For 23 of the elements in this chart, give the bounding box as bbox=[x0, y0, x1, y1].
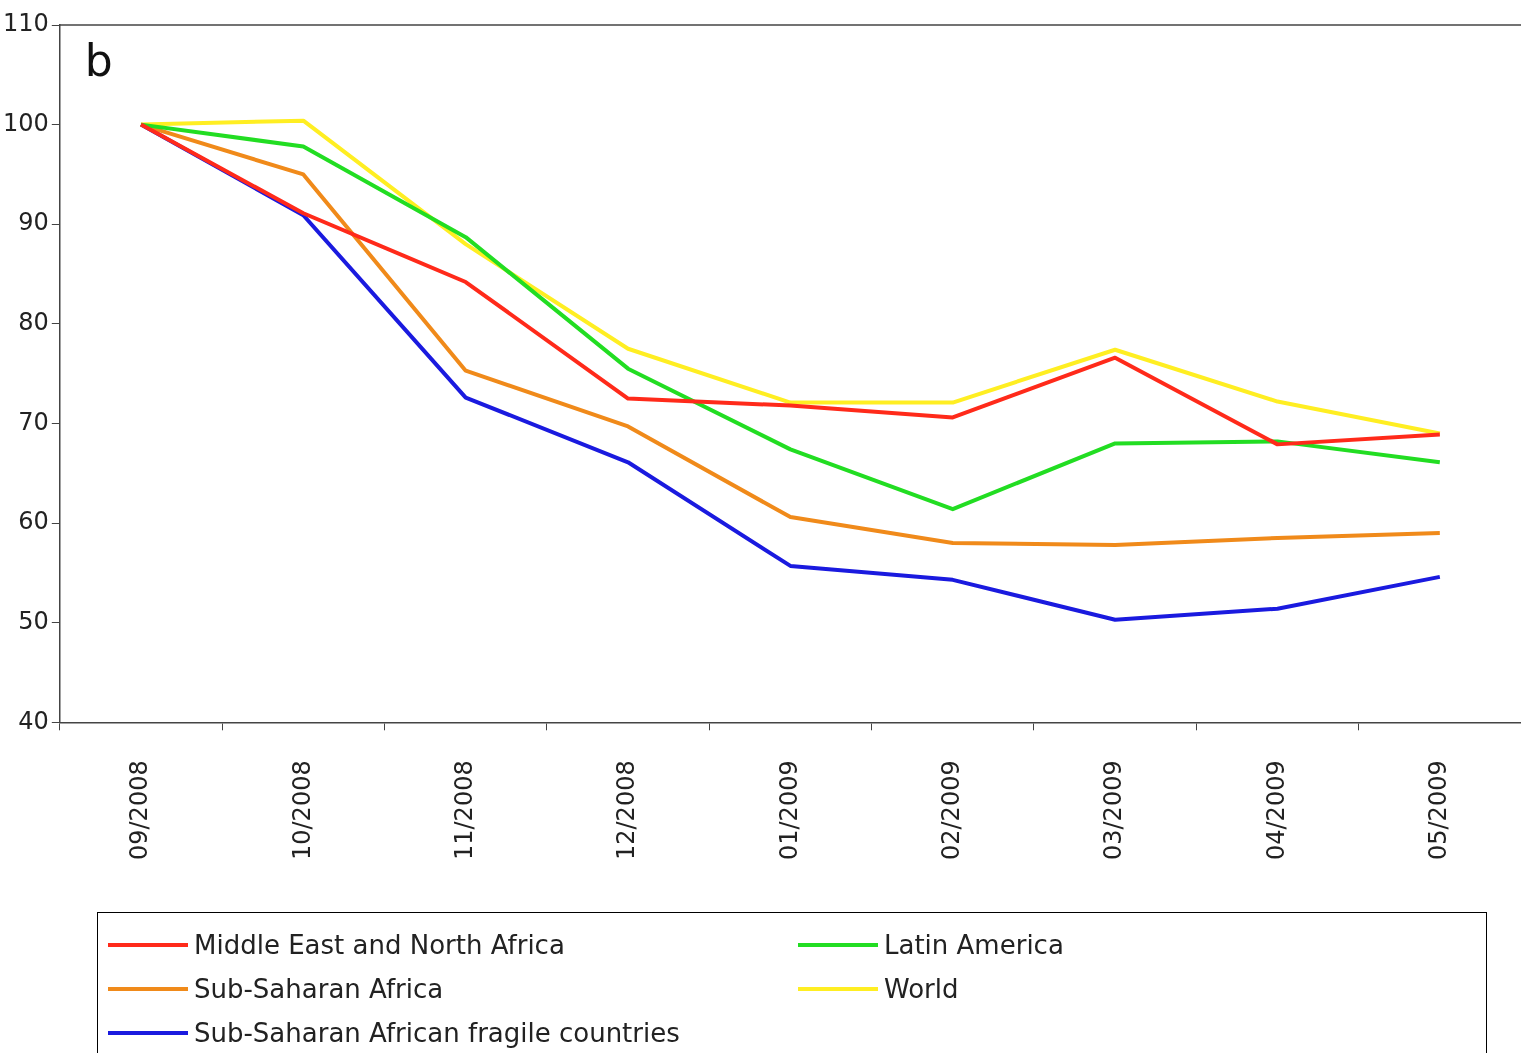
x-tick-label: 02/2009 bbox=[936, 760, 965, 860]
y-tick-label: 70 bbox=[18, 407, 49, 436]
x-tick-label: 03/2009 bbox=[1099, 760, 1128, 860]
y-tick-label: 80 bbox=[18, 308, 49, 337]
annotation: b bbox=[84, 35, 113, 87]
legend-label: World bbox=[884, 974, 959, 1004]
x-tick-label: 10/2008 bbox=[287, 760, 316, 860]
y-tick-label: 40 bbox=[18, 706, 49, 735]
y-tick-label: 110 bbox=[3, 9, 49, 38]
y-tick-label: 100 bbox=[3, 108, 49, 137]
x-tick-label: 04/2009 bbox=[1261, 760, 1290, 860]
x-tick-label: 12/2008 bbox=[612, 760, 641, 860]
x-tick-label: 01/2009 bbox=[774, 760, 803, 860]
y-tick-label: 60 bbox=[18, 507, 49, 536]
legend-label: Sub-Saharan African fragile countries bbox=[194, 1018, 680, 1048]
legend-label: Sub-Saharan Africa bbox=[194, 974, 444, 1004]
y-tick-label: 50 bbox=[18, 606, 49, 635]
y-tick-label: 90 bbox=[18, 208, 49, 237]
x-tick-label: 11/2008 bbox=[449, 760, 478, 860]
x-tick-label: 09/2008 bbox=[125, 760, 154, 860]
legend-label: Latin America bbox=[884, 930, 1064, 960]
x-tick-label: 05/2009 bbox=[1424, 760, 1453, 860]
legend-label: Middle East and North Africa bbox=[194, 930, 565, 960]
